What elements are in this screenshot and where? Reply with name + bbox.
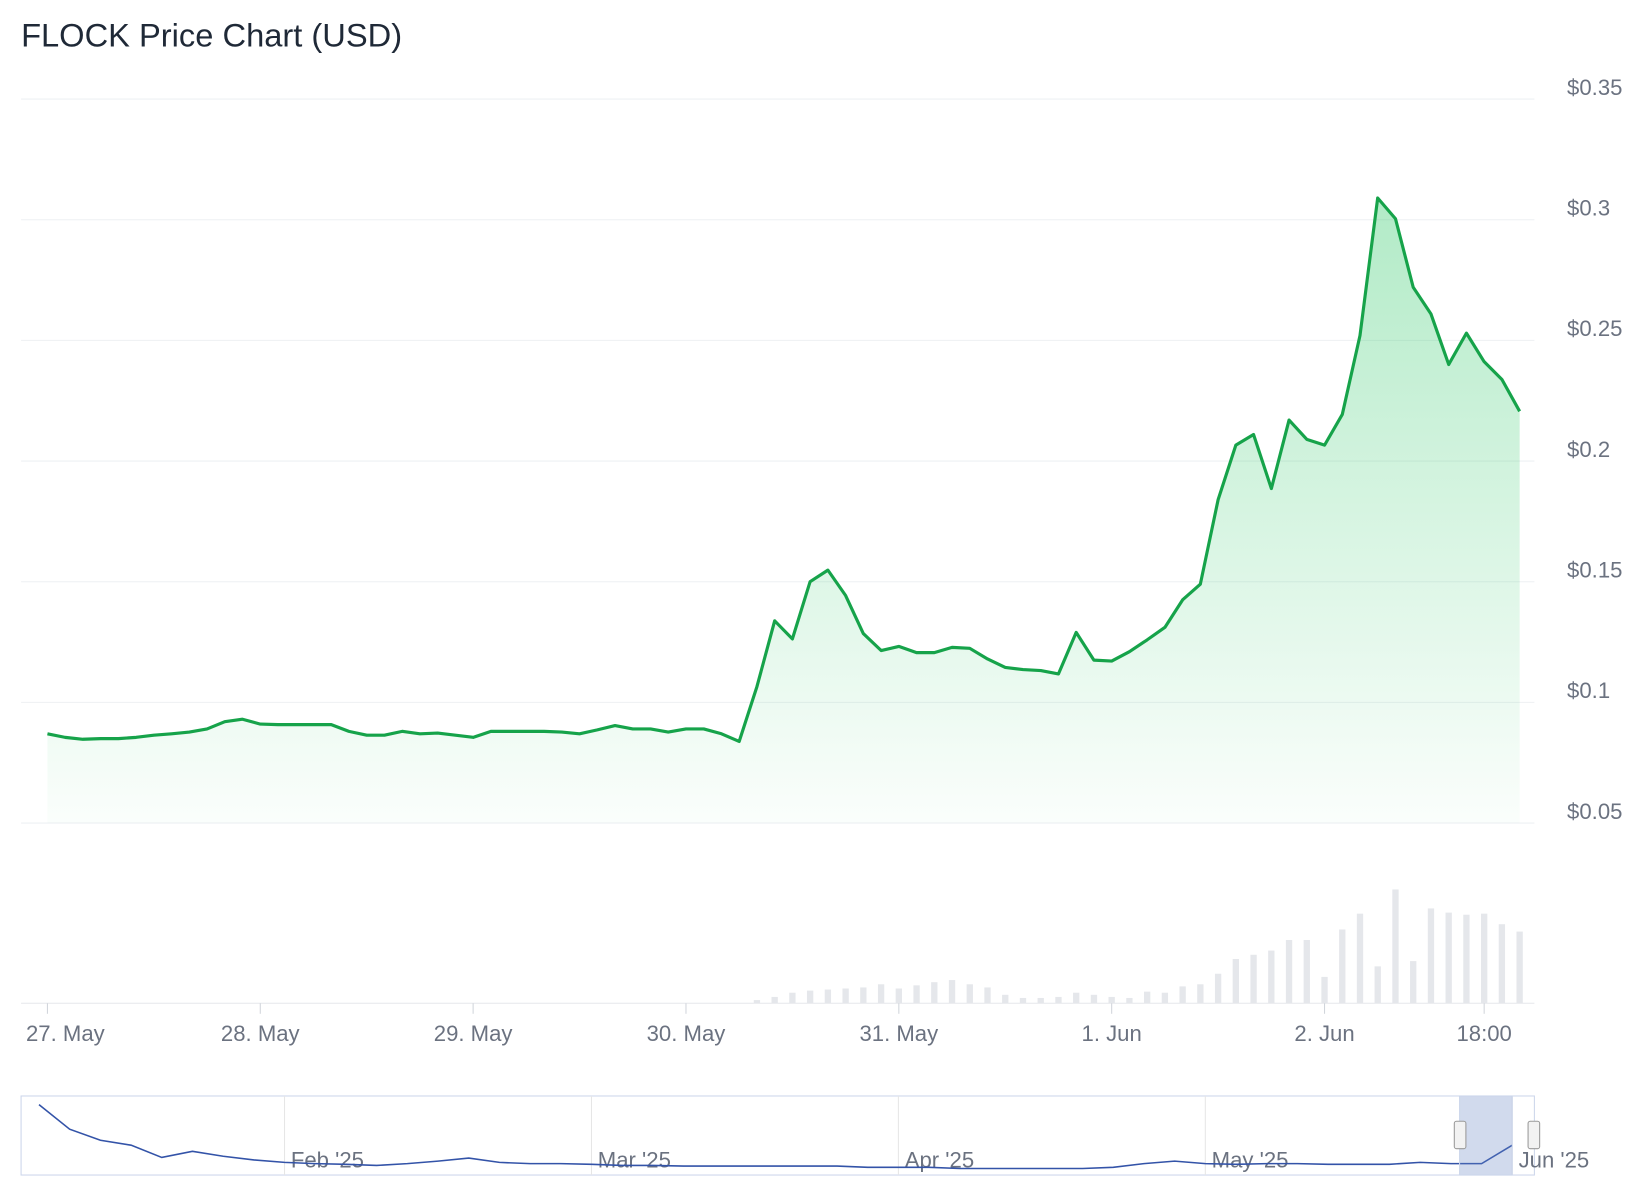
y-tick-label: $0.05 xyxy=(1567,799,1622,824)
y-tick-label: $0.2 xyxy=(1567,437,1610,462)
navigator-line xyxy=(38,1104,1513,1170)
volume-bar xyxy=(895,988,902,1004)
price-area xyxy=(47,198,1520,824)
x-tick-label: 31. May xyxy=(859,1021,939,1046)
volume-bar xyxy=(1002,994,1009,1004)
volume-bar xyxy=(984,987,991,1004)
volume-bar xyxy=(877,984,885,1004)
navigator-handle-right[interactable] xyxy=(1527,1120,1541,1150)
x-tick-label: 30. May xyxy=(647,1021,727,1046)
volume-bar xyxy=(948,980,956,1004)
volume-bar xyxy=(1073,992,1080,1004)
volume-bar xyxy=(1090,994,1098,1004)
y-tick-label: $0.15 xyxy=(1567,558,1622,583)
volume-bar xyxy=(966,984,973,1004)
volume-bar xyxy=(1339,929,1346,1004)
volume-bar xyxy=(1232,958,1240,1004)
volume-bar xyxy=(789,992,796,1004)
x-tick-label: 1. Jun xyxy=(1082,1021,1142,1046)
navigator-label: May '25 xyxy=(1212,1148,1289,1173)
x-tick-label: 28. May xyxy=(221,1021,301,1046)
x-tick-label: 2. Jun xyxy=(1294,1021,1354,1046)
volume-bar xyxy=(1445,912,1452,1004)
volume-bar xyxy=(1143,991,1151,1004)
chart-title: FLOCK Price Chart (USD) xyxy=(21,16,402,53)
volume-bar xyxy=(1268,950,1275,1004)
volume-bar xyxy=(1463,914,1470,1004)
volume-bar xyxy=(1427,908,1435,1004)
y-tick-label: $0.3 xyxy=(1567,196,1610,221)
x-tick-label: 18:00 xyxy=(1456,1021,1511,1046)
volume-bar xyxy=(1516,931,1523,1004)
volume-bar xyxy=(1161,992,1169,1004)
volume-bar xyxy=(1108,996,1115,1004)
price-line xyxy=(47,196,1522,744)
navigator-label: Mar '25 xyxy=(598,1148,671,1173)
volume-bar xyxy=(1250,954,1257,1004)
volume-bar xyxy=(824,989,832,1004)
x-tick-label: 27. May xyxy=(26,1021,106,1046)
volume-bar xyxy=(1055,996,1062,1004)
volume-bar xyxy=(753,1000,761,1004)
volume-bar xyxy=(806,990,814,1004)
volume-bar xyxy=(1197,984,1204,1004)
navigator-handle-left[interactable] xyxy=(1453,1120,1467,1150)
y-tick-label: $0.35 xyxy=(1567,75,1622,100)
volume-bar xyxy=(1321,976,1328,1004)
volume-bar xyxy=(1019,997,1027,1004)
volume-bar xyxy=(1410,961,1417,1004)
volume-bar xyxy=(1374,966,1381,1004)
volume-bar xyxy=(913,985,920,1004)
navigator-selection[interactable] xyxy=(1459,1095,1513,1176)
volume-bar xyxy=(860,987,867,1004)
volume-bar xyxy=(1037,997,1044,1004)
volume-bar xyxy=(1126,997,1133,1004)
volume-bar xyxy=(771,996,778,1004)
volume-bar xyxy=(1179,986,1186,1004)
volume-bar xyxy=(931,982,938,1004)
volume-bar xyxy=(1392,889,1399,1004)
volume-bar xyxy=(1285,940,1293,1004)
volume-bar xyxy=(842,988,849,1004)
volume-bar xyxy=(1214,973,1222,1004)
x-tick-label: 29. May xyxy=(434,1021,514,1046)
navigator-label: Jun '25 xyxy=(1519,1148,1590,1173)
volume-bar xyxy=(1356,913,1364,1004)
volume-bar xyxy=(1303,940,1310,1004)
y-tick-label: $0.1 xyxy=(1567,678,1610,703)
volume-bar xyxy=(1498,924,1506,1004)
y-tick-label: $0.25 xyxy=(1567,316,1622,341)
volume-bar xyxy=(1481,913,1488,1004)
navigator-label: Feb '25 xyxy=(291,1148,364,1173)
